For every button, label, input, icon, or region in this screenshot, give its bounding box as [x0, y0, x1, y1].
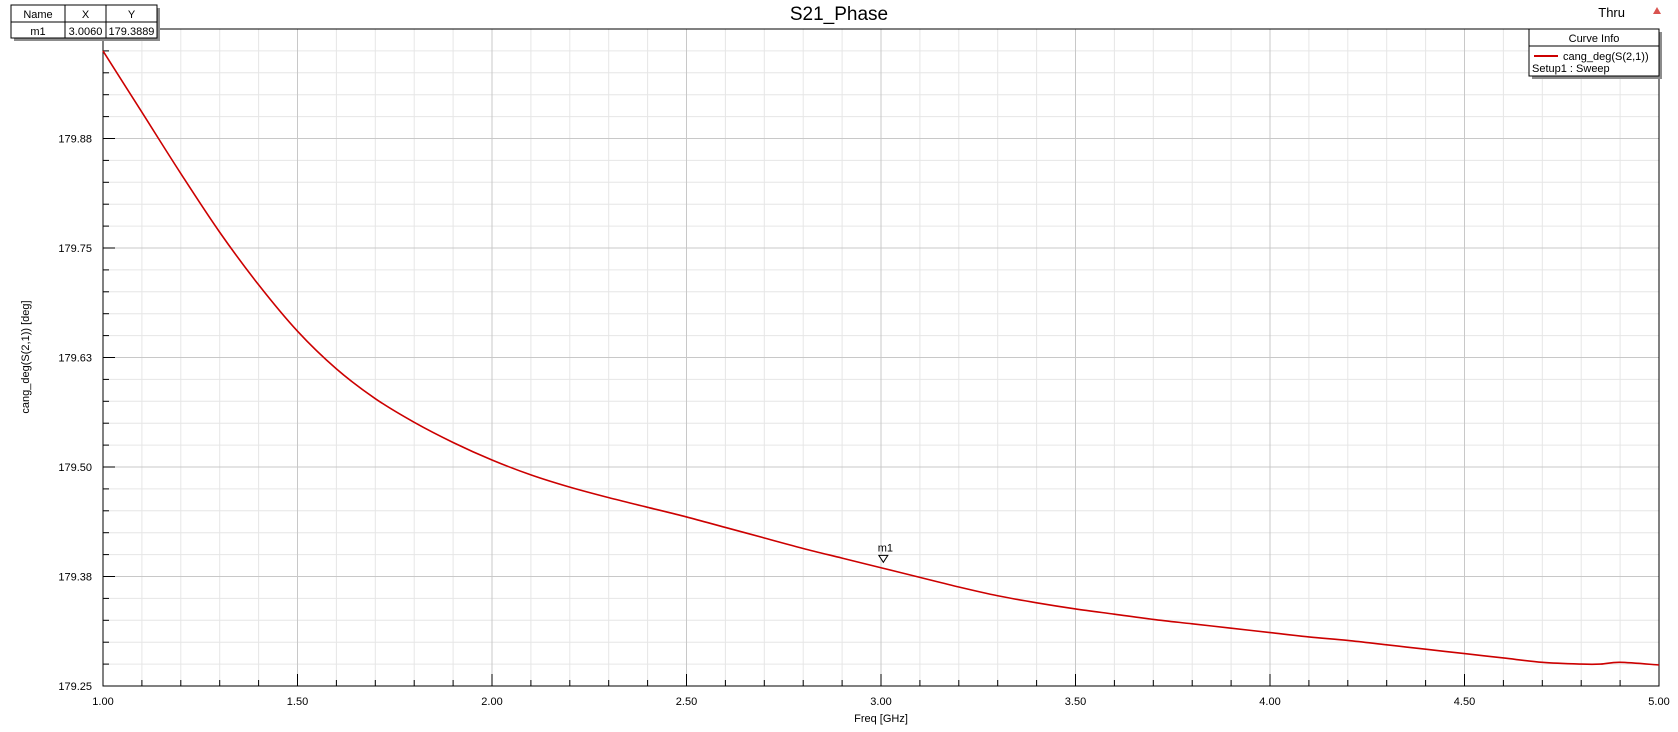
- x-tick-label: 2.00: [481, 696, 502, 708]
- collapse-arrow-icon[interactable]: [1653, 7, 1661, 14]
- marker-layer: m1: [877, 542, 893, 564]
- grid-major: [103, 29, 1659, 686]
- legend-entry-label: cang_deg(S(2,1)): [1563, 51, 1649, 63]
- y-tick-label: 179.38: [58, 572, 92, 584]
- y-tick-label: 179.63: [58, 353, 92, 365]
- legend-body: [1528, 28, 1660, 77]
- y-axis-label: cang_deg(S(2,1)) [deg]: [20, 300, 32, 413]
- y-tick-label: 179.88: [58, 134, 92, 146]
- marker-table[interactable]: Name X Y m1 3.0060 179.3889: [10, 4, 160, 41]
- marker-table-cell-name: m1: [30, 26, 45, 38]
- marker-triangle-icon[interactable]: [877, 554, 889, 564]
- curve-info-legend[interactable]: Curve Info cang_deg(S(2,1)) Setup1 : Swe…: [1528, 28, 1662, 79]
- x-tick-label: 2.50: [676, 696, 697, 708]
- marker-table-cell-y: 179.3889: [109, 26, 155, 38]
- marker-label: m1: [878, 542, 893, 554]
- marker-table-cell-x: 3.0060: [69, 26, 103, 38]
- x-tick-label: 4.50: [1454, 696, 1475, 708]
- x-tick-label: 1.50: [287, 696, 308, 708]
- marker-table-header-x: X: [82, 9, 90, 21]
- design-name-label: Thru: [1598, 5, 1625, 20]
- series-layer: [102, 50, 1660, 666]
- y-axis: 179.25 179.38 179.50 179.63 179.75 179.88: [58, 50, 115, 693]
- y-tick-label: 179.50: [58, 462, 92, 474]
- x-tick-label: 4.00: [1259, 696, 1280, 708]
- marker-table-header-y: Y: [128, 9, 136, 21]
- x-axis: 1.00 1.50 2.00 2.50 3.00 3.50 4.00 4.50 5.00: [92, 674, 1670, 708]
- chart-title: S21_Phase: [790, 4, 888, 25]
- x-tick-label: 3.00: [870, 696, 891, 708]
- x-tick-label: 1.00: [92, 696, 113, 708]
- series-line-cang-deg-s21[interactable]: [102, 50, 1660, 666]
- y-tick-label: 179.75: [58, 243, 92, 255]
- y-tick-label: 179.25: [58, 681, 92, 693]
- legend-entry-sublabel: Setup1 : Sweep: [1532, 63, 1610, 75]
- marker-table-header-name: Name: [23, 9, 52, 21]
- legend-header: Curve Info: [1569, 33, 1620, 45]
- x-axis-label: Freq [GHz]: [854, 713, 908, 725]
- x-tick-label: 3.50: [1065, 696, 1086, 708]
- x-tick-label: 5.00: [1648, 696, 1669, 708]
